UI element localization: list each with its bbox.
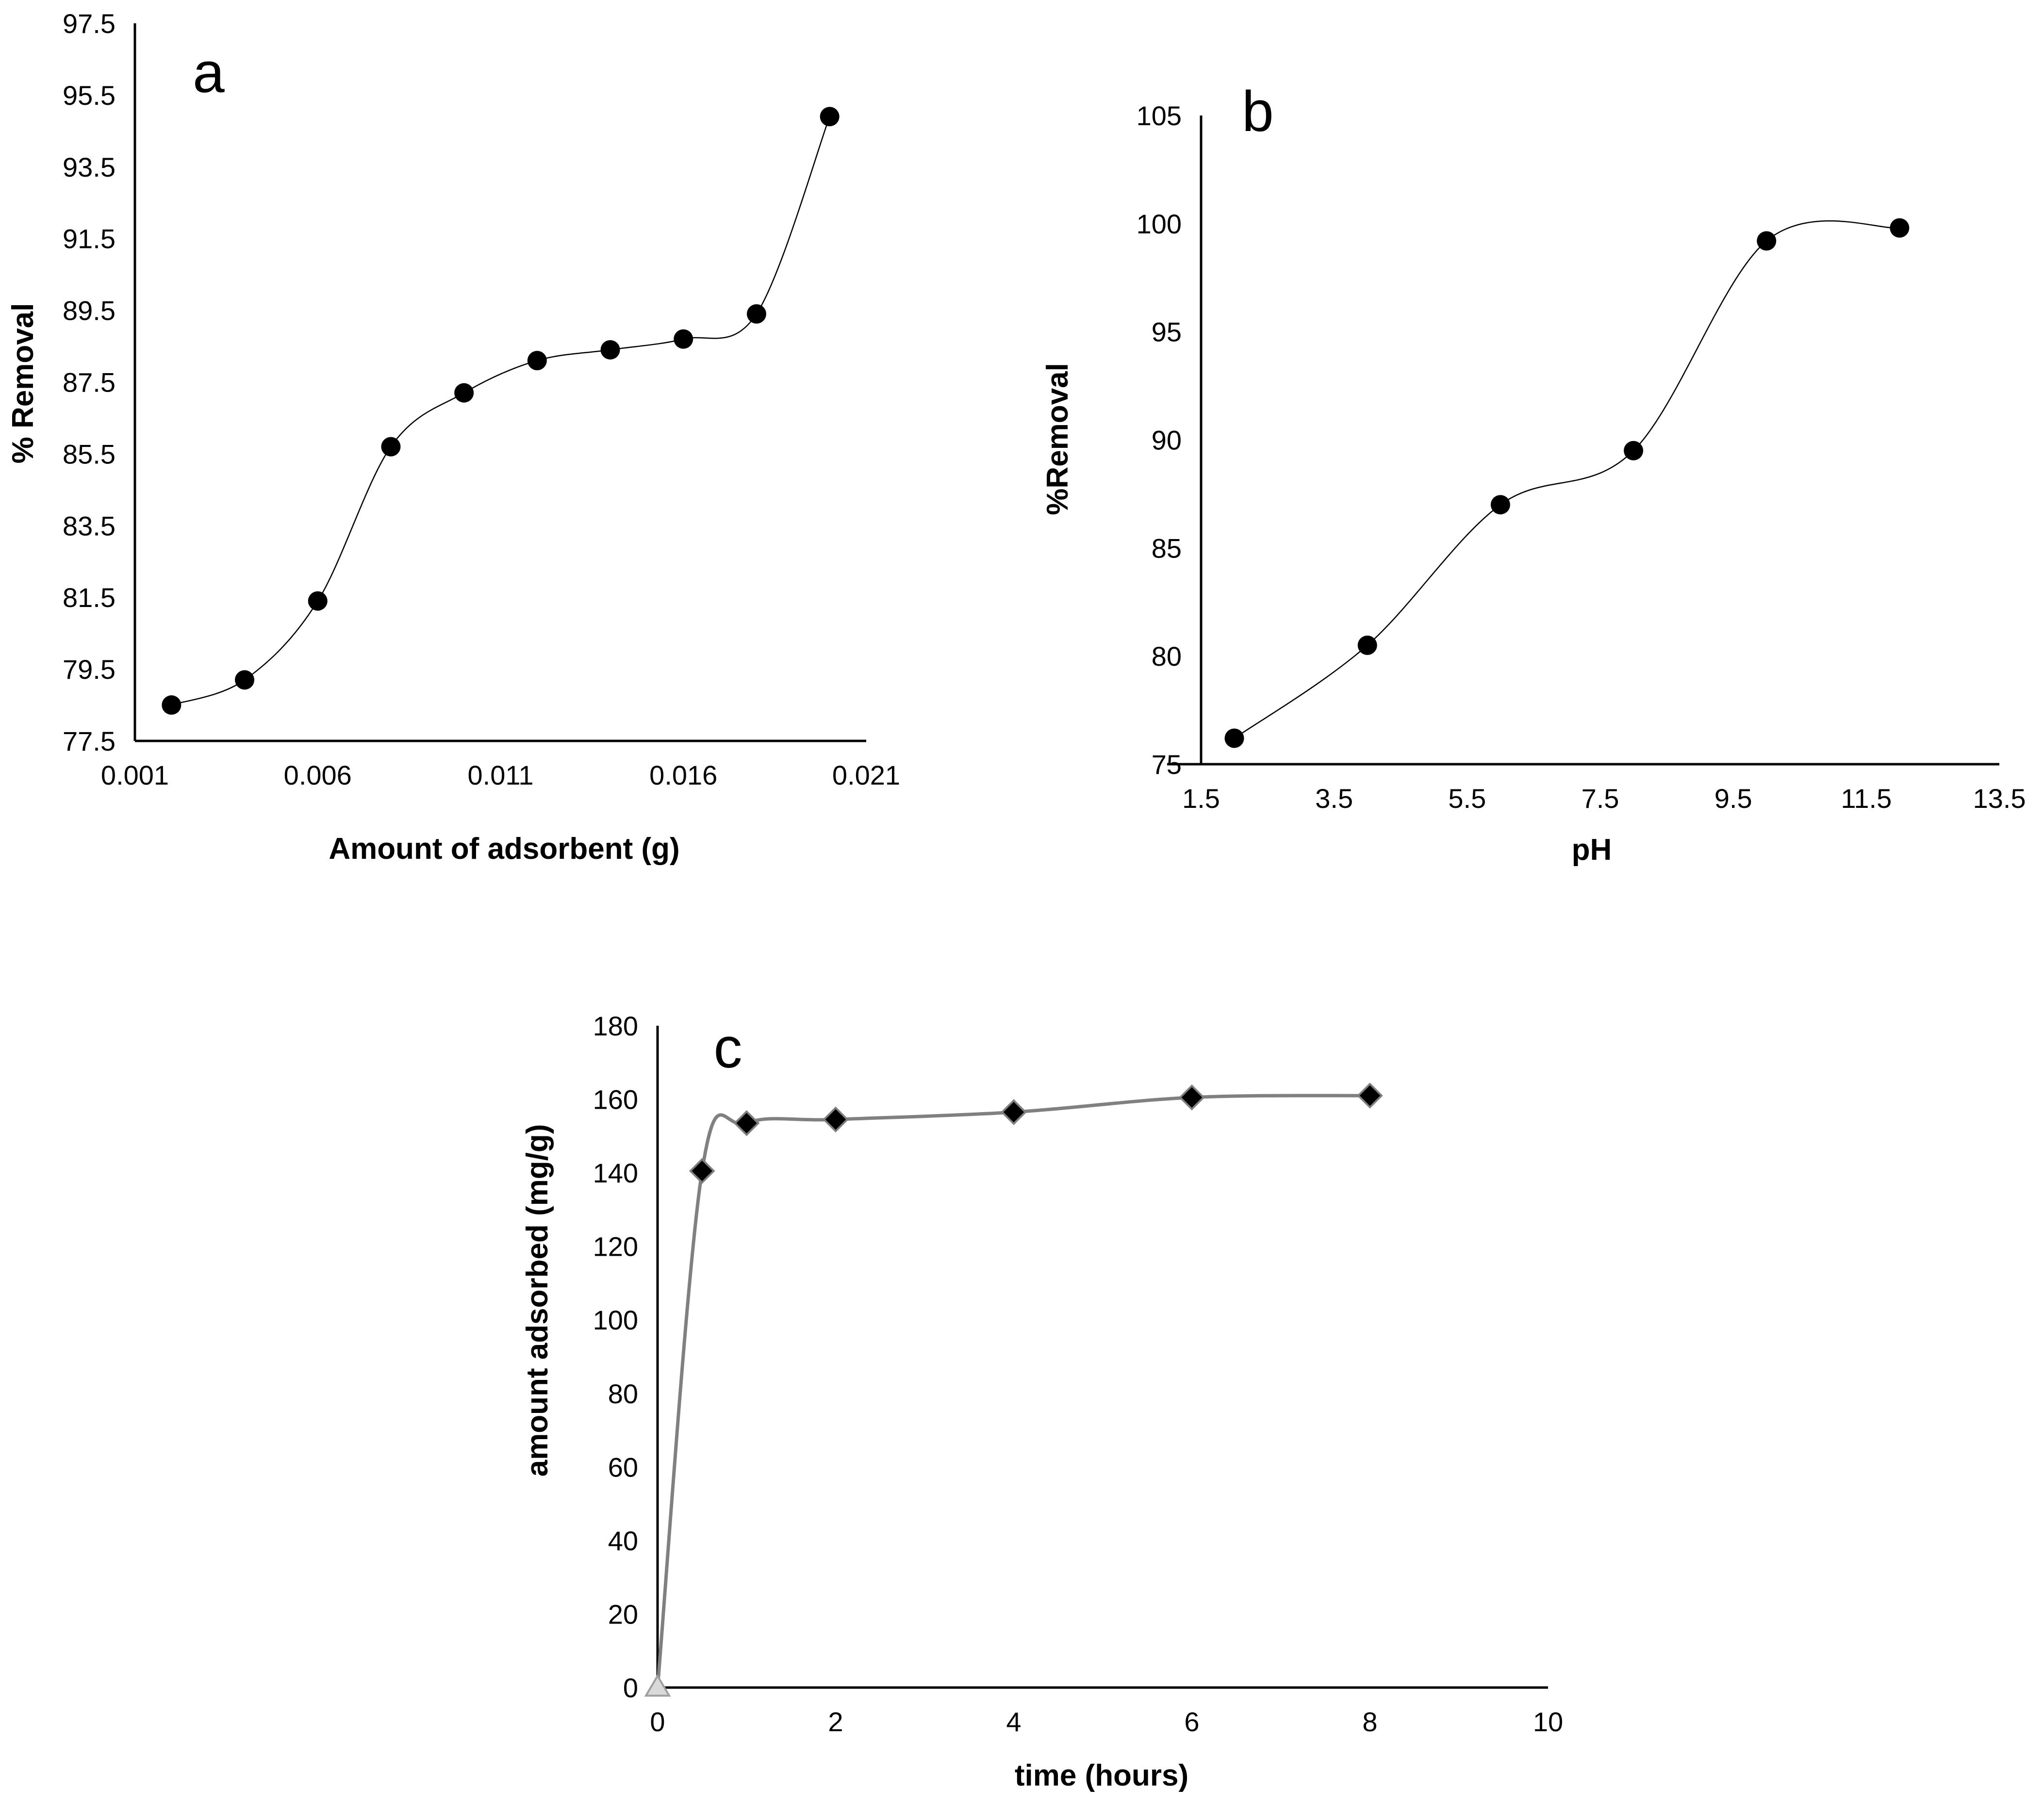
chart-c: 0 20 40 60 80 100 120 140 160 180 0 2 4 6 8 10 c time (… <box>521 1011 1563 1792</box>
data-point-a <box>381 437 401 457</box>
x-tick-label-a: 0.011 <box>468 760 534 790</box>
data-point-c <box>1179 1084 1205 1111</box>
x-tick-label-a: 0.006 <box>284 760 352 790</box>
data-point-a <box>308 591 328 611</box>
x-tick-label-c: 6 <box>1184 1706 1199 1737</box>
y-tick-label-b: 105 <box>1137 100 1182 131</box>
plot-area-c: 0 20 40 60 80 100 120 140 160 180 0 2 4 6 8 10 <box>593 1011 1564 1737</box>
y-tick-label-a: 95.5 <box>63 80 115 111</box>
data-point-a <box>235 670 255 690</box>
y-tick-label-c: 140 <box>593 1158 638 1188</box>
plot-area-b: 75 80 85 90 95 100 105 1.5 3.5 5.5 7.5 9.5 11.5 13.5 <box>1137 100 2026 814</box>
data-point-c <box>733 1110 760 1136</box>
chart-a: 77.5 79.5 81.5 83.5 85.5 87.5 89.5 91.5 93.5 95.5… <box>6 8 900 866</box>
x-tick-label-b: 3.5 <box>1315 783 1353 814</box>
y-tick-label-c: 120 <box>593 1231 638 1262</box>
x-tick-label-c: 4 <box>1006 1706 1021 1737</box>
y-tick-label-b: 90 <box>1152 425 1182 456</box>
x-tick-label-a: 0.016 <box>649 760 717 790</box>
series-line-b <box>1234 220 1900 739</box>
panel-label-c: c <box>714 1016 742 1080</box>
y-tick-label-a: 91.5 <box>63 224 115 254</box>
y-axis-title-b: %Removal <box>1041 363 1074 515</box>
data-point-c <box>1357 1082 1383 1109</box>
x-tick-label-b: 7.5 <box>1582 783 1619 814</box>
data-point-a <box>746 304 766 324</box>
series-line-c <box>656 1094 1370 1688</box>
y-tick-label-a: 83.5 <box>63 510 115 541</box>
x-axis-title-c: time (hours) <box>1015 1759 1188 1792</box>
data-point-a <box>600 340 620 360</box>
x-tick-label-c: 2 <box>828 1706 843 1737</box>
y-axis-title-a: % Removal <box>6 303 40 464</box>
panel-label-b: b <box>1242 80 1274 144</box>
x-axis-title-b: pH <box>1572 833 1612 867</box>
y-tick-label-c: 80 <box>608 1378 638 1409</box>
data-point-a <box>162 695 181 715</box>
data-point-b <box>1624 441 1644 460</box>
y-tick-label-b: 95 <box>1152 317 1182 347</box>
y-tick-label-a: 77.5 <box>63 726 115 756</box>
data-point-a <box>454 383 474 403</box>
y-tick-label-c: 100 <box>593 1305 638 1335</box>
x-tick-label-c: 8 <box>1362 1706 1377 1737</box>
y-tick-label-c: 60 <box>608 1452 638 1482</box>
y-tick-label-c: 40 <box>608 1525 638 1556</box>
x-tick-label-b: 5.5 <box>1448 783 1486 814</box>
y-tick-label-b: 75 <box>1152 749 1182 780</box>
y-axis-title-c: amount adsorbed (mg/g) <box>521 1124 554 1477</box>
y-tick-label-a: 89.5 <box>63 295 115 326</box>
x-tick-label-c: 0 <box>650 1706 665 1737</box>
data-point-b <box>1224 728 1244 748</box>
x-tick-label-b: 1.5 <box>1182 783 1220 814</box>
y-tick-label-a: 81.5 <box>63 582 115 613</box>
data-point-b <box>1890 218 1910 238</box>
panel-label-a: a <box>193 41 225 105</box>
x-tick-label-b: 13.5 <box>1973 783 2026 814</box>
y-tick-label-a: 85.5 <box>63 439 115 469</box>
data-point-a <box>674 329 693 349</box>
y-tick-label-a: 97.5 <box>63 8 115 39</box>
y-tick-label-b: 100 <box>1137 209 1182 239</box>
data-point-b <box>1357 635 1377 655</box>
y-tick-label-b: 80 <box>1152 641 1182 672</box>
data-point-c <box>1001 1099 1027 1125</box>
y-tick-label-a: 93.5 <box>63 152 115 182</box>
y-tick-label-c: 20 <box>608 1599 638 1629</box>
y-tick-label-c: 180 <box>593 1011 638 1041</box>
y-tick-label-c: 0 <box>623 1673 638 1703</box>
x-tick-label-c: 10 <box>1533 1706 1563 1737</box>
x-tick-label-a: 0.021 <box>832 760 900 790</box>
plot-area-a: 77.5 79.5 81.5 83.5 85.5 87.5 89.5 91.5 93.5 95.5… <box>63 8 900 790</box>
y-tick-label-a: 87.5 <box>63 367 115 398</box>
data-point-b <box>1490 495 1510 515</box>
data-point-b <box>1757 231 1777 251</box>
series-line-a <box>171 116 830 706</box>
data-point-c <box>689 1158 715 1184</box>
x-tick-label-b: 9.5 <box>1714 783 1752 814</box>
y-tick-label-b: 85 <box>1152 533 1182 563</box>
data-point-c <box>823 1106 849 1133</box>
x-axis-title-a: Amount of adsorbent (g) <box>329 832 679 866</box>
x-tick-label-b: 11.5 <box>1841 783 1892 814</box>
x-tick-label-a: 0.001 <box>101 760 169 790</box>
y-tick-label-a: 79.5 <box>63 654 115 685</box>
y-tick-label-c: 160 <box>593 1084 638 1115</box>
data-point-a <box>527 351 547 371</box>
data-point-a <box>820 107 840 127</box>
data-point-c <box>644 1674 671 1697</box>
